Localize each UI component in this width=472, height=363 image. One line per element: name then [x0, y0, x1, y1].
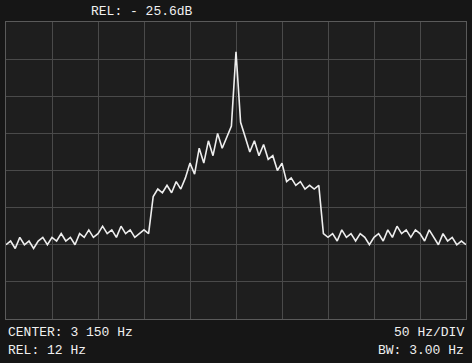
svg-text:REL: 12 Hz: REL: 12 Hz — [8, 343, 86, 358]
svg-text:REL: - 25.6dB: REL: - 25.6dB — [91, 4, 193, 19]
svg-text:50 Hz/DIV: 50 Hz/DIV — [394, 325, 464, 340]
svg-text:BW: 3.00 Hz: BW: 3.00 Hz — [378, 343, 464, 358]
svg-text:CENTER: 3 150 Hz: CENTER: 3 150 Hz — [8, 325, 133, 340]
